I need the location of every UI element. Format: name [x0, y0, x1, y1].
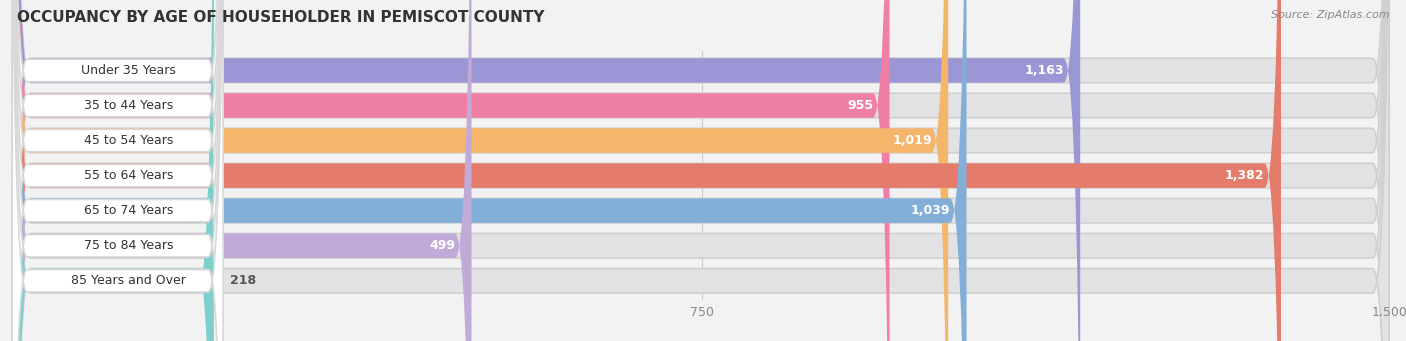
Text: Under 35 Years: Under 35 Years — [82, 64, 176, 77]
Text: 218: 218 — [231, 274, 256, 287]
FancyBboxPatch shape — [13, 0, 224, 341]
FancyBboxPatch shape — [13, 0, 224, 341]
Text: 1,019: 1,019 — [891, 134, 932, 147]
Text: 1,039: 1,039 — [911, 204, 950, 217]
FancyBboxPatch shape — [14, 0, 1389, 341]
FancyBboxPatch shape — [13, 0, 224, 341]
FancyBboxPatch shape — [14, 0, 948, 341]
Text: 1,382: 1,382 — [1225, 169, 1264, 182]
FancyBboxPatch shape — [14, 0, 1389, 341]
FancyBboxPatch shape — [13, 0, 224, 341]
FancyBboxPatch shape — [13, 0, 224, 341]
FancyBboxPatch shape — [14, 0, 966, 341]
FancyBboxPatch shape — [14, 0, 1389, 341]
FancyBboxPatch shape — [13, 0, 224, 341]
FancyBboxPatch shape — [13, 0, 224, 341]
Text: 499: 499 — [429, 239, 456, 252]
Text: 955: 955 — [846, 99, 873, 112]
Text: 85 Years and Over: 85 Years and Over — [72, 274, 186, 287]
Text: OCCUPANCY BY AGE OF HOUSEHOLDER IN PEMISCOT COUNTY: OCCUPANCY BY AGE OF HOUSEHOLDER IN PEMIS… — [17, 10, 544, 25]
FancyBboxPatch shape — [14, 0, 890, 341]
FancyBboxPatch shape — [14, 0, 1389, 341]
FancyBboxPatch shape — [14, 0, 1389, 341]
Text: 75 to 84 Years: 75 to 84 Years — [84, 239, 173, 252]
Text: Source: ZipAtlas.com: Source: ZipAtlas.com — [1271, 10, 1389, 20]
Text: 45 to 54 Years: 45 to 54 Years — [84, 134, 173, 147]
FancyBboxPatch shape — [14, 0, 1281, 341]
FancyBboxPatch shape — [14, 0, 214, 341]
FancyBboxPatch shape — [14, 0, 471, 341]
Text: 35 to 44 Years: 35 to 44 Years — [84, 99, 173, 112]
Text: 65 to 74 Years: 65 to 74 Years — [84, 204, 173, 217]
Text: 1,163: 1,163 — [1024, 64, 1064, 77]
Text: 55 to 64 Years: 55 to 64 Years — [84, 169, 173, 182]
FancyBboxPatch shape — [14, 0, 1389, 341]
FancyBboxPatch shape — [14, 0, 1389, 341]
FancyBboxPatch shape — [14, 0, 1080, 341]
